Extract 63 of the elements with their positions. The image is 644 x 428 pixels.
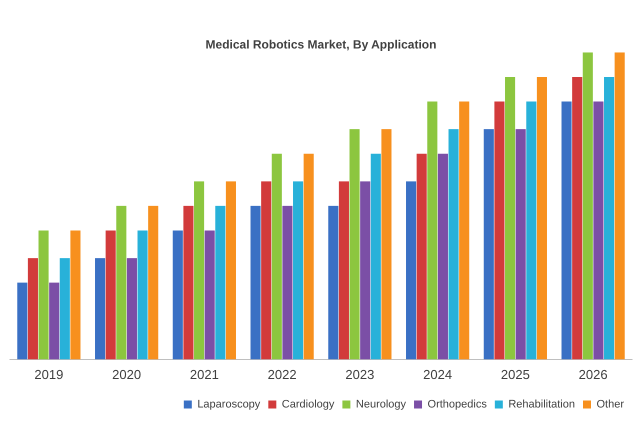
legend-label: Neurology (356, 398, 407, 411)
legend-label: Rehabilitation (508, 398, 575, 411)
bar (116, 206, 126, 360)
bar (70, 230, 80, 360)
bar (370, 154, 381, 360)
bar (338, 181, 349, 360)
bar (282, 206, 292, 360)
legend-label: Cardiology (282, 398, 335, 411)
bar (261, 181, 272, 360)
bar (272, 154, 282, 360)
chart-title: Medical Robotics Market, By Application (206, 38, 436, 52)
x-tick-label: 2022 (268, 366, 297, 382)
bar (360, 181, 370, 360)
bar (148, 206, 158, 360)
bar (204, 230, 215, 360)
bar (17, 282, 28, 360)
legend-label: Laparoscopy (197, 398, 261, 411)
bar (95, 258, 106, 360)
legend-label: Orthopedics (428, 398, 488, 411)
bar (60, 258, 70, 360)
x-tick-label: 2025 (500, 366, 530, 382)
bar (183, 206, 194, 360)
bar (582, 52, 593, 360)
bar (106, 230, 116, 360)
bar (526, 102, 536, 360)
bar (293, 181, 304, 360)
bar (427, 102, 438, 360)
bar (484, 129, 494, 360)
bar (459, 102, 470, 360)
x-tick-label: 2026 (578, 366, 608, 382)
bar (49, 282, 60, 360)
bar (172, 230, 183, 360)
bar (562, 102, 572, 360)
bar (438, 154, 448, 360)
bar (614, 52, 625, 360)
bar (604, 76, 614, 360)
bar (350, 129, 360, 360)
bar (494, 102, 504, 360)
x-tick-label: 2019 (34, 366, 64, 382)
bar (215, 206, 226, 360)
bar (572, 76, 582, 360)
bar (138, 230, 148, 360)
bar (38, 230, 49, 360)
bar (304, 154, 314, 360)
legend-label: Other (596, 398, 624, 411)
bar (226, 181, 236, 360)
x-tick-label: 2020 (112, 366, 142, 382)
bar (250, 206, 261, 360)
x-tick-label: 2021 (190, 366, 219, 382)
bar (536, 76, 547, 360)
bar (381, 129, 392, 360)
x-tick-label: 2024 (423, 366, 452, 382)
bar (194, 181, 204, 360)
bar (406, 181, 416, 360)
bar (416, 154, 427, 360)
x-tick-label: 2023 (345, 366, 374, 382)
bar (126, 258, 137, 360)
bar (593, 102, 604, 360)
bar (516, 129, 526, 360)
bar (505, 76, 516, 360)
bar (448, 129, 459, 360)
bar (328, 206, 338, 360)
bar (28, 258, 38, 360)
